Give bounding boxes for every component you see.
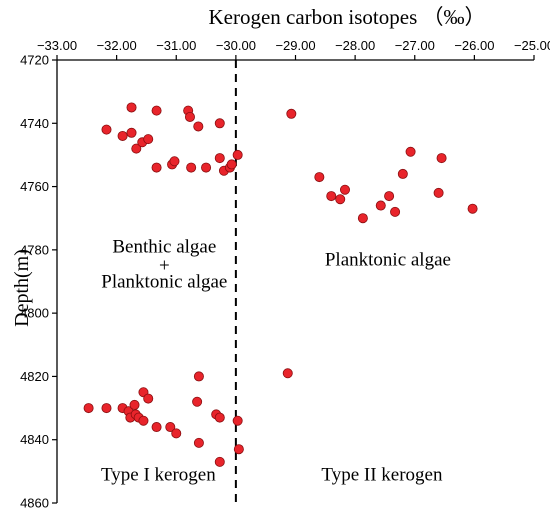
data-point bbox=[314, 172, 325, 183]
data-point bbox=[165, 422, 176, 433]
data-point bbox=[126, 127, 137, 138]
data-point bbox=[232, 149, 243, 160]
y-axis-ticks: 4720 4740 4760 4780 4800 4820 4840 4860 bbox=[20, 53, 57, 511]
x-tick-label: −27.00 bbox=[395, 38, 435, 53]
data-point bbox=[233, 444, 244, 455]
data-point bbox=[384, 191, 395, 202]
data-point bbox=[214, 118, 225, 129]
x-tick-label: −28.00 bbox=[335, 38, 375, 53]
data-point bbox=[169, 156, 180, 167]
y-tick-label: 4760 bbox=[20, 179, 49, 194]
annotation-label: Type I kerogen bbox=[101, 465, 216, 486]
annotation-label: Planktonic algae bbox=[101, 272, 227, 293]
y-tick-label: 4840 bbox=[20, 432, 49, 447]
x-axis-title: Kerogen carbon isotopes （‰） bbox=[208, 5, 485, 29]
data-point bbox=[357, 213, 368, 224]
annotation-label: Benthic algae bbox=[112, 237, 216, 258]
data-point bbox=[339, 184, 350, 195]
data-point bbox=[214, 153, 225, 164]
data-point bbox=[433, 187, 444, 198]
data-point bbox=[193, 121, 204, 132]
data-point bbox=[171, 428, 182, 439]
x-tick-label: −31.00 bbox=[156, 38, 196, 53]
data-point bbox=[186, 162, 197, 173]
data-point bbox=[286, 108, 297, 119]
y-axis-title: Depth(m) bbox=[11, 249, 33, 327]
data-point bbox=[335, 194, 346, 205]
data-point bbox=[201, 162, 212, 173]
data-point bbox=[282, 368, 293, 379]
annotation-label: + bbox=[159, 256, 170, 277]
data-point bbox=[193, 371, 204, 382]
data-point bbox=[405, 146, 416, 157]
data-point bbox=[214, 412, 225, 423]
data-point bbox=[83, 403, 94, 414]
data-point bbox=[192, 396, 203, 407]
x-tick-label: −30.00 bbox=[216, 38, 256, 53]
data-point bbox=[184, 111, 195, 122]
data-point bbox=[131, 143, 142, 154]
data-point bbox=[138, 415, 149, 426]
x-tick-label: −33.00 bbox=[37, 38, 77, 53]
y-tick-label: 4720 bbox=[20, 53, 49, 68]
x-tick-label: −32.00 bbox=[97, 38, 137, 53]
x-tick-label: −26.00 bbox=[454, 38, 494, 53]
data-point bbox=[117, 130, 128, 141]
data-point bbox=[214, 456, 225, 467]
data-point bbox=[436, 153, 447, 164]
data-point bbox=[143, 393, 154, 404]
data-point bbox=[390, 206, 401, 217]
y-tick-label: 4820 bbox=[20, 369, 49, 384]
data-point bbox=[101, 124, 112, 135]
data-point bbox=[151, 422, 162, 433]
data-point bbox=[151, 105, 162, 116]
data-point bbox=[193, 437, 204, 448]
x-tick-label: −25.00 bbox=[514, 38, 550, 53]
annotation-label: Type II kerogen bbox=[321, 465, 443, 486]
data-point bbox=[126, 102, 137, 113]
x-axis-ticks: −33.00 −32.00 −31.00 −30.00 −29.00 −28.00 −27.… bbox=[37, 38, 550, 60]
data-point bbox=[143, 134, 154, 145]
y-tick-label: 4780 bbox=[20, 242, 49, 257]
data-point bbox=[467, 203, 478, 214]
y-tick-label: 4740 bbox=[20, 116, 49, 131]
data-point bbox=[232, 415, 243, 426]
data-point bbox=[151, 162, 162, 173]
data-point bbox=[397, 168, 408, 179]
data-point bbox=[101, 403, 112, 414]
annotations: Benthic algae+Planktonic algaePlanktonic… bbox=[101, 237, 451, 486]
data-point bbox=[326, 191, 337, 202]
annotation-label: Planktonic algae bbox=[325, 249, 451, 270]
data-point bbox=[375, 200, 386, 211]
y-tick-label: 4800 bbox=[20, 306, 49, 321]
data-points bbox=[83, 102, 478, 467]
data-point bbox=[226, 159, 237, 170]
y-tick-label: 4860 bbox=[20, 496, 49, 511]
data-point bbox=[129, 399, 140, 410]
x-tick-label: −29.00 bbox=[275, 38, 315, 53]
